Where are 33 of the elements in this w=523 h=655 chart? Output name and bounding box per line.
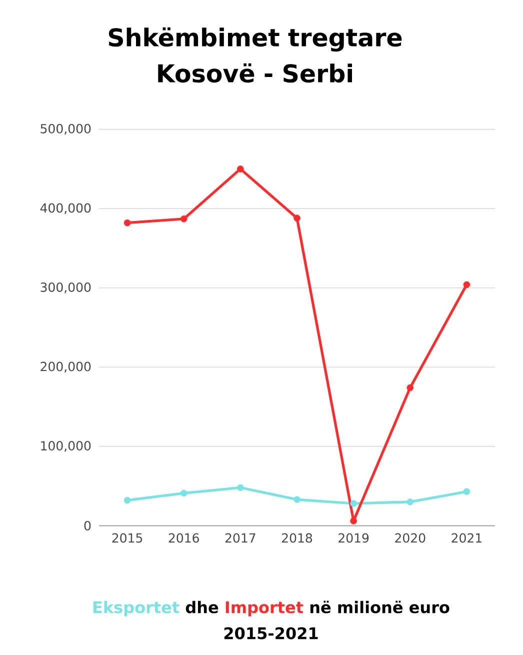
point [124, 496, 131, 504]
y-tick-label: 400,000 [40, 203, 91, 214]
point [350, 518, 357, 524]
point [406, 384, 414, 392]
x-tick-label: 2018 [282, 533, 312, 543]
point [237, 484, 244, 492]
point [350, 500, 357, 507]
text: në milionë euro [310, 600, 450, 614]
point [294, 214, 300, 222]
y-tick-label: 0 [84, 520, 91, 530]
x-tick-label: 2016 [168, 533, 199, 543]
x-tick-label: 2021 [452, 533, 482, 543]
text: Eksportet [93, 600, 180, 616]
y-tick-label: 100,000 [41, 441, 91, 452]
y-tick-label: 500,000 [40, 124, 91, 135]
point [406, 498, 414, 506]
text: 2015-2021 [224, 627, 318, 640]
x-tick-label: 2020 [395, 533, 426, 543]
x-tick-label: 2015 [112, 533, 142, 543]
chart-title: Shkëmbimet tregtare Kosovë - Serbi [108, 27, 402, 83]
point [463, 281, 470, 288]
point [463, 488, 470, 496]
text: dhe [186, 600, 218, 614]
x-tick-label: 2017 [225, 533, 256, 543]
point [180, 215, 188, 222]
point [180, 490, 188, 497]
point [124, 219, 131, 226]
point [237, 166, 244, 172]
point [294, 496, 300, 503]
y-tick-label: 300,000 [40, 282, 91, 294]
text: Importet [226, 601, 304, 616]
x-tick-label: 2019 [338, 533, 369, 543]
y-tick-label: 200,000 [40, 362, 91, 373]
